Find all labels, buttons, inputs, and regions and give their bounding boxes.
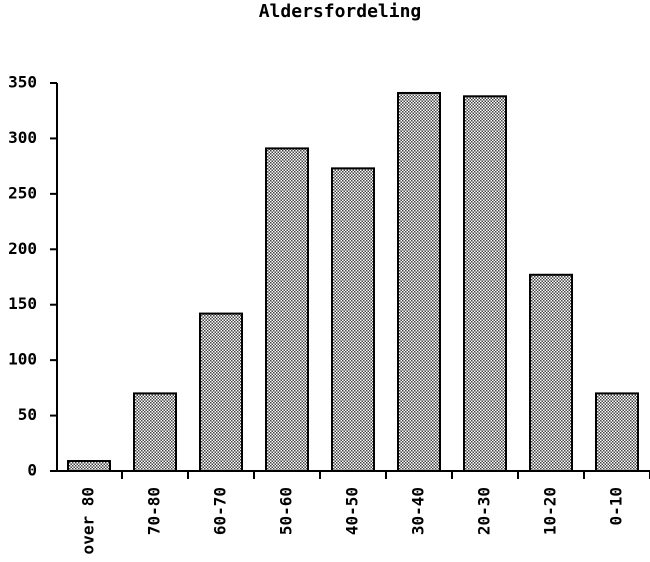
y-tick-label: 350	[8, 73, 37, 92]
x-tick-label: 20-30	[475, 487, 494, 535]
x-tick-label: 70-80	[145, 487, 164, 535]
bar	[595, 392, 639, 472]
y-tick-label: 100	[8, 350, 37, 369]
bar	[397, 91, 441, 472]
bar	[529, 273, 573, 473]
y-tick-label: 50	[18, 405, 37, 424]
x-tick-label: 30-40	[409, 487, 428, 535]
bar	[331, 167, 375, 473]
bar	[67, 460, 111, 472]
bar	[265, 147, 309, 473]
x-tick-label: 40-50	[343, 487, 362, 535]
y-tick-label: 200	[8, 239, 37, 258]
y-tick-label: 150	[8, 294, 37, 313]
x-tick-label: 50-60	[277, 487, 296, 535]
y-tick-label: 250	[8, 183, 37, 202]
bar	[199, 312, 243, 472]
x-tick-label: 0-10	[607, 487, 626, 526]
chart-title: Aldersfordeling	[259, 1, 422, 22]
x-tick-label: over 80	[79, 487, 98, 554]
bar	[133, 392, 177, 472]
y-tick-label: 300	[8, 128, 37, 147]
y-tick-label: 0	[27, 461, 37, 480]
bar	[463, 95, 507, 472]
x-tick-label: 10-20	[541, 487, 560, 535]
x-tick-label: 60-70	[211, 487, 230, 535]
